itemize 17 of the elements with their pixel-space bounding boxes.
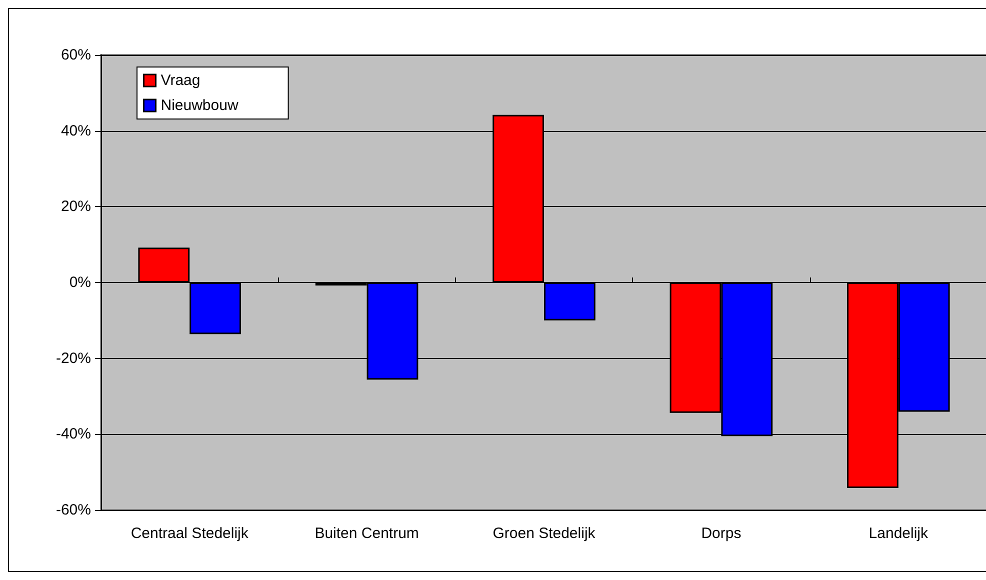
x-tick-label: Dorps (701, 525, 742, 542)
legend-label: Nieuwbouw (160, 97, 238, 114)
x-tick-label: Centraal Stedelijk (130, 525, 249, 542)
y-tick-label: 40% (60, 122, 91, 140)
bar (138, 248, 190, 282)
x-tick-label: Buiten Centrum (314, 525, 419, 542)
y-tick-label: -40% (56, 426, 91, 443)
x-tick-label: Landelijk (868, 525, 928, 542)
x-tick-label: Groen Stedelijk (492, 525, 596, 542)
y-tick-label: 60% (60, 46, 91, 64)
bar (544, 282, 596, 320)
y-tick-label: 0% (69, 274, 91, 291)
y-tick-label: 20% (60, 198, 91, 216)
bar (190, 282, 241, 334)
y-tick-label: -20% (56, 350, 91, 367)
y-tick-label: -60% (56, 502, 91, 518)
legend-label: Vraag (160, 72, 200, 89)
